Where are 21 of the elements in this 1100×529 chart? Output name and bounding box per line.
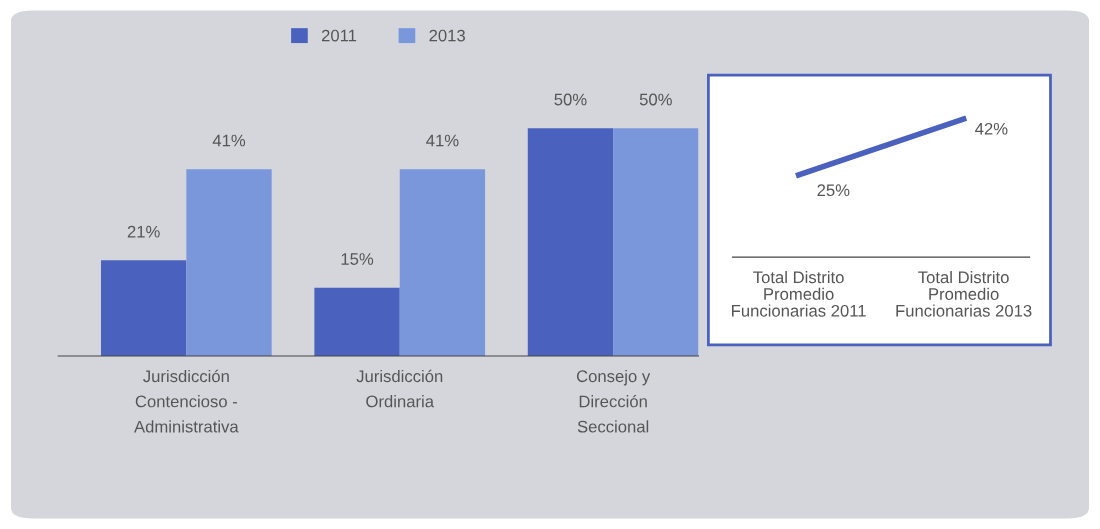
data-label: 41% xyxy=(426,134,459,147)
bar xyxy=(186,169,272,357)
data-label: 41% xyxy=(212,134,246,147)
data-label: 42% xyxy=(975,122,1008,135)
legend-label: 2011 xyxy=(321,29,357,42)
x-tick-label: Jurisdicción Ordinaria xyxy=(356,369,443,408)
data-label: 25% xyxy=(817,184,850,197)
data-label: 15% xyxy=(341,253,374,265)
x-tick-label: Jurisdicción Contencioso - Administrativa xyxy=(134,369,239,433)
x-tick-label: Total Distrito Promedio Funcionarias 2013 xyxy=(896,270,1032,317)
x-tick-label: Total Distrito Promedio Funcionarias 2011 xyxy=(732,270,866,317)
bar xyxy=(613,128,699,357)
data-label: 50% xyxy=(554,93,587,106)
bar xyxy=(527,128,614,357)
legend-label: 2013 xyxy=(429,29,465,42)
data-label: 21% xyxy=(127,225,160,238)
bar xyxy=(399,169,486,357)
bar xyxy=(314,287,400,357)
x-tick-label: Consejo y Dirección Seccional xyxy=(576,369,651,433)
bar xyxy=(100,260,187,357)
data-label: 50% xyxy=(639,93,672,106)
